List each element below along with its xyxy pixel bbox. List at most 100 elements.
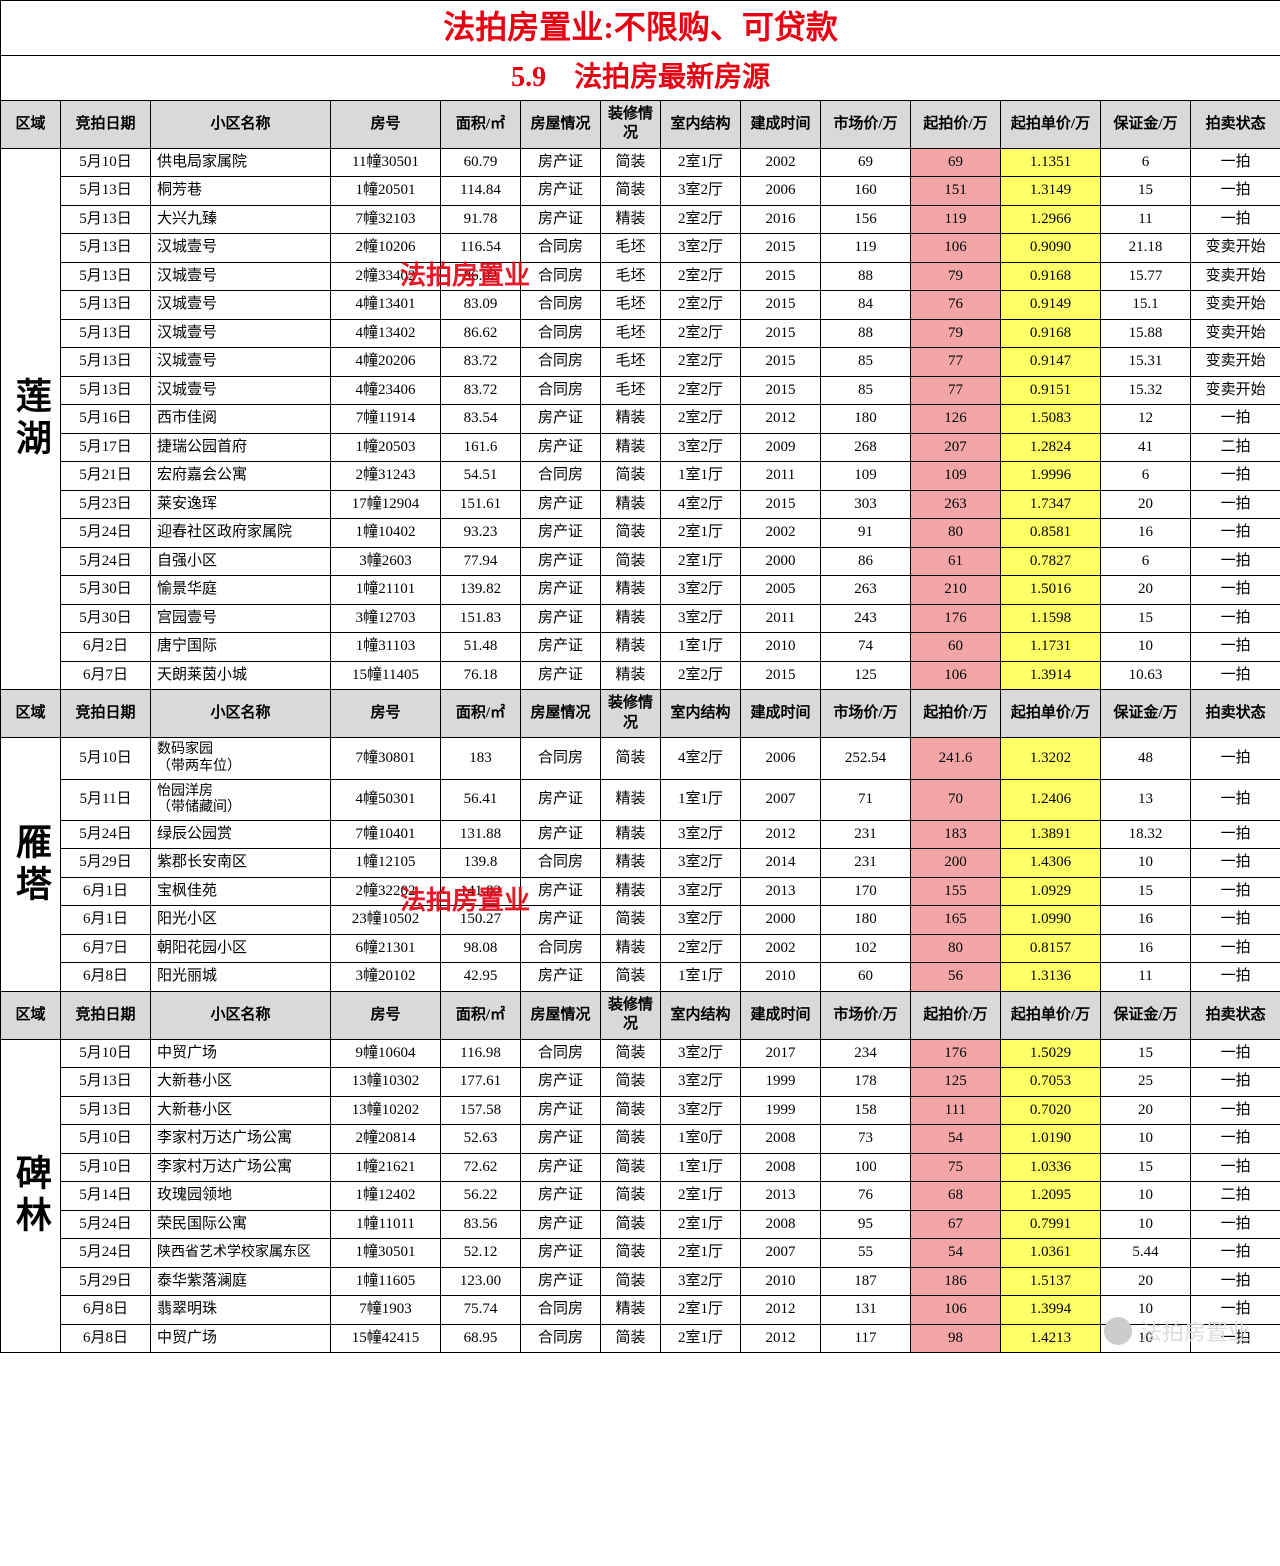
name-cell: 天朗莱茵小城 xyxy=(151,661,331,690)
market-cell: 74 xyxy=(821,633,911,662)
housing-cell: 房产证 xyxy=(521,405,601,434)
col-header: 房屋情况 xyxy=(521,100,601,148)
deposit-cell: 15.77 xyxy=(1101,262,1191,291)
name-cell: 泰华紫落澜庭 xyxy=(151,1267,331,1296)
status-cell: 一拍 xyxy=(1191,934,1280,963)
start-price-cell: 68 xyxy=(911,1182,1001,1211)
market-cell: 180 xyxy=(821,906,911,935)
status-cell: 一拍 xyxy=(1191,604,1280,633)
col-header: 起拍价/万 xyxy=(911,690,1001,738)
room-cell: 17幢12904 xyxy=(331,490,441,519)
col-header: 竞拍日期 xyxy=(61,690,151,738)
year-cell: 2008 xyxy=(741,1210,821,1239)
deposit-cell: 15 xyxy=(1101,1153,1191,1182)
unit-price-cell: 1.3914 xyxy=(1001,661,1101,690)
room-cell: 4幢23406 xyxy=(331,376,441,405)
unit-price-cell: 1.1351 xyxy=(1001,148,1101,177)
unit-price-cell: 1.0361 xyxy=(1001,1239,1101,1268)
unit-price-cell: 0.9147 xyxy=(1001,348,1101,377)
layout-cell: 2室1厅 xyxy=(661,1182,741,1211)
layout-cell: 1室1厅 xyxy=(661,462,741,491)
table-row: 5月10日李家村万达广场公寓2幢2081452.63房产证简装1室0厅20087… xyxy=(1,1125,1280,1154)
name-cell: 大兴九臻 xyxy=(151,205,331,234)
col-header: 室内结构 xyxy=(661,690,741,738)
table-row: 5月24日迎春社区政府家属院1幢1040293.23房产证简装2室1厅20029… xyxy=(1,519,1280,548)
area-cell: 116.54 xyxy=(441,234,521,263)
area-cell: 68.95 xyxy=(441,1324,521,1353)
date-cell: 5月10日 xyxy=(61,1153,151,1182)
deposit-cell: 41 xyxy=(1101,433,1191,462)
name-cell: 汉城壹号 xyxy=(151,376,331,405)
layout-cell: 3室2厅 xyxy=(661,906,741,935)
market-cell: 231 xyxy=(821,849,911,878)
status-cell: 一拍 xyxy=(1191,1239,1280,1268)
date-cell: 6月8日 xyxy=(61,1296,151,1325)
year-cell: 2017 xyxy=(741,1039,821,1068)
deco-cell: 简装 xyxy=(601,462,661,491)
start-price-cell: 54 xyxy=(911,1239,1001,1268)
name-cell: 怡园洋房（带储藏间） xyxy=(151,779,331,820)
date-cell: 6月7日 xyxy=(61,661,151,690)
market-cell: 263 xyxy=(821,576,911,605)
area-cell: 51.48 xyxy=(441,633,521,662)
market-cell: 88 xyxy=(821,319,911,348)
unit-price-cell: 0.7827 xyxy=(1001,547,1101,576)
unit-price-cell: 0.9090 xyxy=(1001,234,1101,263)
deco-cell: 简装 xyxy=(601,1182,661,1211)
footer-watermark: 法拍房置业 xyxy=(1104,1315,1250,1347)
room-cell: 1幢11011 xyxy=(331,1210,441,1239)
table-row: 5月30日宫园壹号3幢12703151.83房产证精装3室2厅201124317… xyxy=(1,604,1280,633)
col-header: 装修情况 xyxy=(601,690,661,738)
table-row: 6月8日中贸广场15幢4241568.95合同房简装2室1厅2012117981… xyxy=(1,1324,1280,1353)
layout-cell: 3室2厅 xyxy=(661,849,741,878)
deposit-cell: 11 xyxy=(1101,205,1191,234)
date-cell: 5月13日 xyxy=(61,1096,151,1125)
name-cell: 迎春社区政府家属院 xyxy=(151,519,331,548)
date-cell: 5月10日 xyxy=(61,1125,151,1154)
year-cell: 2009 xyxy=(741,433,821,462)
name-cell: 中贸广场 xyxy=(151,1324,331,1353)
name-cell: 绿辰公园赏 xyxy=(151,820,331,849)
area-cell: 151.61 xyxy=(441,490,521,519)
deposit-cell: 6 xyxy=(1101,462,1191,491)
col-header: 室内结构 xyxy=(661,100,741,148)
layout-cell: 2室2厅 xyxy=(661,291,741,320)
date-cell: 5月30日 xyxy=(61,576,151,605)
year-cell: 2002 xyxy=(741,148,821,177)
deco-cell: 简装 xyxy=(601,1239,661,1268)
col-header: 拍卖状态 xyxy=(1191,690,1280,738)
deco-cell: 精装 xyxy=(601,576,661,605)
date-cell: 5月10日 xyxy=(61,738,151,779)
room-cell: 1幢21621 xyxy=(331,1153,441,1182)
deposit-cell: 15 xyxy=(1101,1039,1191,1068)
start-price-cell: 111 xyxy=(911,1096,1001,1125)
housing-cell: 房产证 xyxy=(521,1125,601,1154)
market-cell: 86 xyxy=(821,547,911,576)
housing-cell: 合同房 xyxy=(521,262,601,291)
year-cell: 2012 xyxy=(741,405,821,434)
layout-cell: 2室2厅 xyxy=(661,405,741,434)
start-price-cell: 109 xyxy=(911,462,1001,491)
housing-cell: 房产证 xyxy=(521,877,601,906)
deco-cell: 精装 xyxy=(601,661,661,690)
year-cell: 2000 xyxy=(741,906,821,935)
col-header: 建成时间 xyxy=(741,690,821,738)
date-cell: 5月24日 xyxy=(61,820,151,849)
unit-price-cell: 1.1731 xyxy=(1001,633,1101,662)
date-cell: 5月13日 xyxy=(61,205,151,234)
area-cell: 161.6 xyxy=(441,433,521,462)
layout-cell: 1室1厅 xyxy=(661,633,741,662)
deco-cell: 简装 xyxy=(601,906,661,935)
deco-cell: 简装 xyxy=(601,1039,661,1068)
name-cell: 紫郡长安南区 xyxy=(151,849,331,878)
col-header: 起拍价/万 xyxy=(911,991,1001,1039)
area-cell: 83.54 xyxy=(441,405,521,434)
housing-cell: 房产证 xyxy=(521,177,601,206)
start-price-cell: 70 xyxy=(911,779,1001,820)
area-cell: 83.09 xyxy=(441,291,521,320)
col-header: 区域 xyxy=(1,100,61,148)
layout-cell: 3室2厅 xyxy=(661,820,741,849)
deposit-cell: 16 xyxy=(1101,906,1191,935)
layout-cell: 2室2厅 xyxy=(661,376,741,405)
deco-cell: 简装 xyxy=(601,1096,661,1125)
